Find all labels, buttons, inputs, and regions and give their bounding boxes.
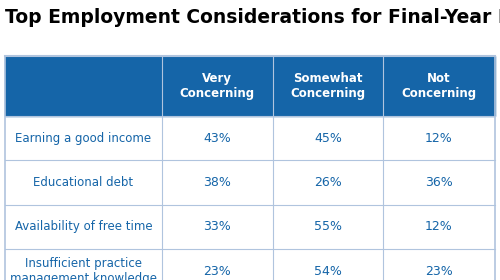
Text: 12%: 12%: [425, 220, 452, 233]
Text: 43%: 43%: [204, 132, 231, 145]
Text: 33%: 33%: [204, 220, 231, 233]
Text: 38%: 38%: [203, 176, 231, 189]
Text: Very
Concerning: Very Concerning: [180, 72, 254, 100]
Text: 54%: 54%: [314, 265, 342, 277]
Text: 12%: 12%: [425, 132, 452, 145]
Text: 23%: 23%: [204, 265, 231, 277]
Text: Insufficient practice
management knowledge: Insufficient practice management knowled…: [10, 257, 157, 280]
Text: 55%: 55%: [314, 220, 342, 233]
Text: Top Employment Considerations for Final-Year Medical Residents: Top Employment Considerations for Final-…: [5, 8, 500, 27]
Text: 26%: 26%: [314, 176, 342, 189]
Text: 45%: 45%: [314, 132, 342, 145]
Text: 36%: 36%: [425, 176, 452, 189]
Text: 23%: 23%: [425, 265, 452, 277]
Text: Earning a good income: Earning a good income: [16, 132, 152, 145]
Text: Somewhat
Concerning: Somewhat Concerning: [290, 72, 366, 100]
Text: Not
Concerning: Not Concerning: [401, 72, 476, 100]
Text: Educational debt: Educational debt: [34, 176, 134, 189]
Text: Availability of free time: Availability of free time: [14, 220, 152, 233]
